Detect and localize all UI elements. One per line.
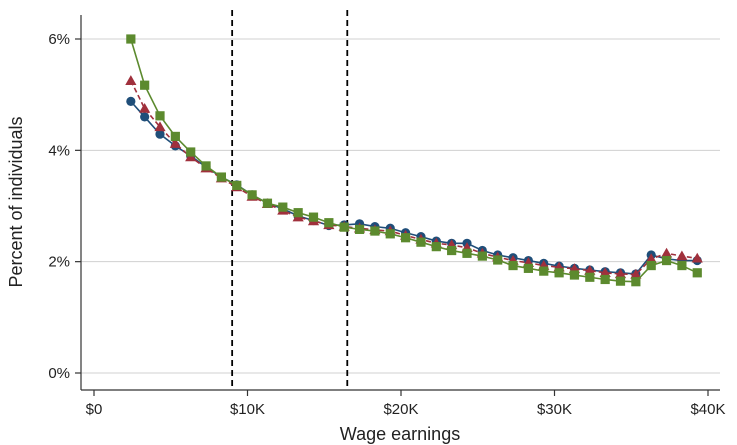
series-2-point-21: [447, 245, 457, 256]
series-0-point-1: [140, 112, 150, 122]
series-0-line: [130, 100, 698, 275]
series-2-point-1: [140, 80, 150, 90]
series-2-point-15: [354, 224, 365, 234]
series-2-point-34: [646, 260, 656, 271]
series-2-point-4: [186, 147, 196, 157]
series-2-point-13: [324, 218, 334, 228]
series-2-point-3: [170, 131, 180, 142]
axes: [80, 15, 720, 391]
reference-lines: [231, 10, 349, 390]
series-2-point-6: [216, 172, 227, 182]
series-2-point-24: [493, 255, 503, 265]
series-1-line: [130, 80, 698, 276]
series-1-point-35: [660, 247, 673, 258]
series-1-point-3: [169, 138, 181, 148]
x-axis-title: Wage earnings: [340, 424, 460, 444]
series-1-point-30: [584, 264, 596, 275]
series-0-point-0: [126, 96, 136, 106]
series-2-point-11: [293, 208, 303, 218]
series-group: [125, 34, 703, 287]
y-tick-label-0: 0%: [48, 365, 70, 382]
series-2-point-31: [600, 274, 610, 285]
series-2-point-12: [308, 212, 319, 222]
series-2-point-25: [508, 260, 518, 271]
series-1-point-33: [630, 268, 642, 279]
series-2-point-9: [262, 198, 273, 208]
y-tick-label-1: 2%: [48, 254, 70, 271]
series-2-point-10: [278, 202, 288, 212]
x-tick-label-0: $0: [86, 401, 103, 418]
series-2-line: [130, 38, 698, 283]
series-2-point-17: [385, 229, 395, 239]
series-2: [126, 34, 702, 287]
series-2-point-30: [585, 272, 595, 282]
gridlines: [81, 38, 720, 374]
series-2-point-7: [232, 180, 242, 191]
series-2-point-0: [126, 34, 136, 44]
series-1-point-32: [614, 268, 627, 279]
x-tick-label-3: $30K: [537, 401, 572, 418]
series-2-point-36: [677, 260, 687, 271]
series-2-point-33: [631, 277, 641, 287]
x-tick-label-4: $40K: [690, 401, 725, 418]
x-tick-label-2: $20K: [383, 401, 418, 418]
series-2-point-8: [247, 190, 257, 200]
series-2-point-18: [401, 233, 411, 243]
series-1-point-0: [125, 75, 137, 85]
y-tick-label-3: 6%: [48, 31, 70, 48]
x-ticks: $0 $10K $20K $30K $40K: [86, 390, 726, 418]
series-1-point-31: [599, 267, 611, 277]
y-axis-title: Percent of individuals: [6, 116, 26, 287]
series-2-point-20: [431, 242, 441, 252]
series-2-point-23: [477, 251, 487, 261]
series-2-point-2: [155, 111, 165, 121]
series-2-point-35: [661, 255, 672, 266]
series-1: [125, 75, 703, 279]
x-tick-label-1: $10K: [230, 401, 265, 418]
series-2-point-26: [523, 263, 534, 273]
series-2-point-16: [370, 226, 380, 236]
series-1-point-34: [645, 253, 657, 264]
y-ticks: 0% 2% 4% 6%: [48, 31, 81, 382]
series-2-point-19: [416, 237, 426, 247]
series-2-point-29: [569, 270, 580, 280]
series-0-point-2: [155, 129, 165, 139]
series-2-point-22: [462, 248, 472, 258]
series-1-point-37: [691, 252, 703, 263]
series-2-point-5: [201, 161, 211, 171]
y-tick-label-2: 4%: [48, 142, 70, 159]
series-2-point-14: [339, 222, 349, 232]
series-1-point-2: [154, 121, 166, 132]
series-2-point-32: [615, 276, 626, 286]
series-1-point-36: [676, 250, 688, 261]
series-0: [126, 96, 702, 279]
series-2-point-27: [539, 266, 549, 276]
series-2-point-37: [692, 268, 702, 278]
series-1-point-1: [139, 102, 151, 113]
series-2-point-28: [554, 268, 564, 278]
